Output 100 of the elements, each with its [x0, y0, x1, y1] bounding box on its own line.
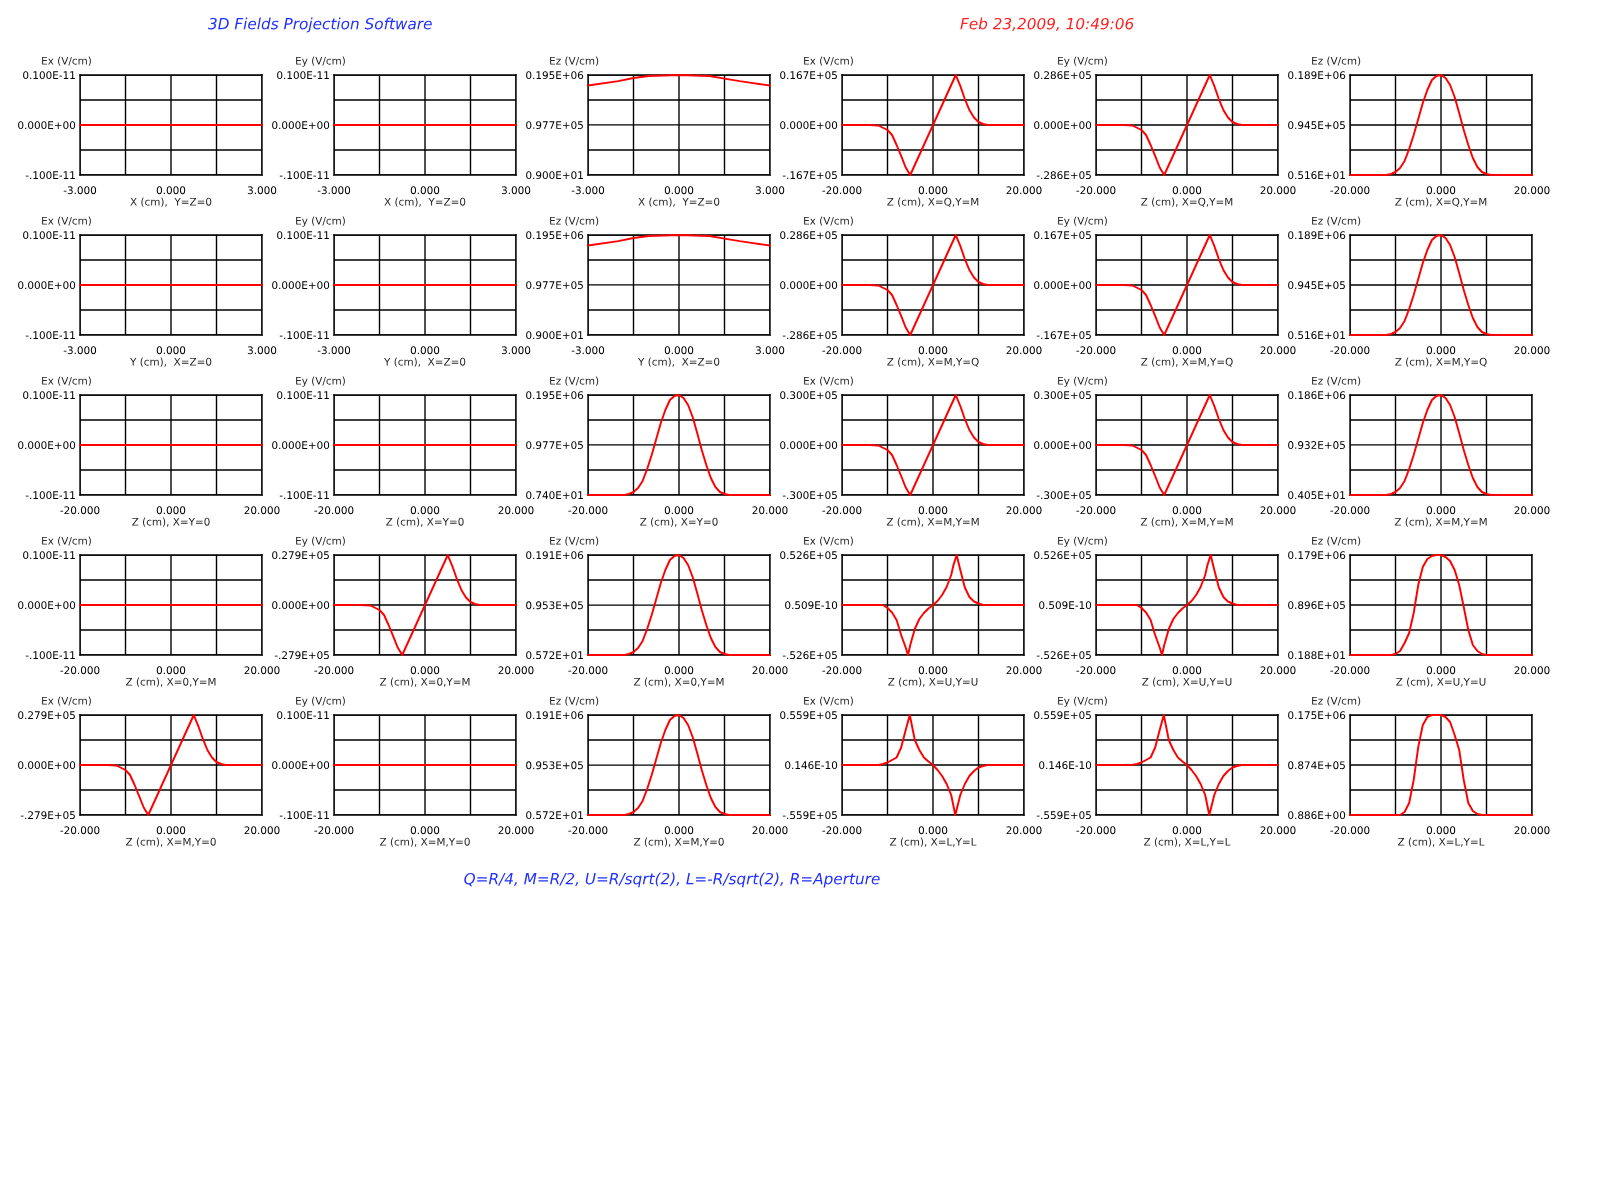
y-tick-label: -.100E-11 [25, 171, 75, 180]
x-tick-label: -20.000 [314, 506, 354, 515]
y-tick-label: 0.000E+00 [780, 441, 838, 450]
x-axis-title: Z (cm), X=0,Y=M [633, 677, 724, 687]
y-tick-label: 0.572E+01 [526, 811, 583, 820]
y-tick-label: 0.000E+00 [272, 281, 330, 290]
x-tick-label: 0.000 [1426, 666, 1456, 675]
x-tick-label: -3.000 [317, 346, 351, 355]
y-tick-label: 0.526E+05 [1034, 551, 1091, 560]
x-tick-label: 3.000 [247, 186, 277, 195]
y-axis-title: Ey (V/cm) [1058, 536, 1107, 547]
y-tick-label: 0.100E-11 [23, 231, 75, 240]
y-tick-label: -.300E+05 [1036, 491, 1091, 500]
x-tick-label: 0.000 [1426, 826, 1456, 835]
x-axis-title: Z (cm), X=L,Y=L [1398, 837, 1485, 847]
y-tick-label: 0.945E+05 [1288, 281, 1345, 290]
line-series [1095, 714, 1279, 816]
x-tick-label: -3.000 [63, 346, 97, 355]
text: 3D Fields Projection Software [208, 17, 432, 33]
y-tick-label: 0.189E+06 [1288, 231, 1346, 240]
x-tick-label: 0.000 [664, 666, 694, 675]
y-tick-label: -.100E-11 [279, 811, 329, 820]
x-axis-title: Z (cm), X=M,Y=0 [633, 837, 724, 847]
y-tick-label: 0.191E+06 [526, 711, 584, 720]
y-tick-label: -.526E+05 [782, 651, 837, 660]
y-axis-title: Ey (V/cm) [1058, 56, 1107, 67]
x-tick-label: -20.000 [1076, 186, 1116, 195]
y-tick-label: 0.977E+05 [526, 281, 583, 290]
y-tick-label: -.100E-11 [279, 491, 329, 500]
y-tick-label: 0.526E+05 [780, 551, 837, 560]
y-tick-label: 0.572E+01 [526, 651, 583, 660]
x-tick-label: 0.000 [918, 826, 948, 835]
x-tick-label: -20.000 [1076, 346, 1116, 355]
y-tick-label: 0.000E+00 [18, 281, 76, 290]
line-series [1349, 74, 1533, 176]
y-tick-label: 0.000E+00 [272, 761, 330, 770]
x-tick-label: 20.000 [1260, 346, 1296, 355]
line-series [841, 74, 1025, 176]
y-tick-label: 0.000E+00 [1034, 281, 1092, 290]
y-axis-title: Ex (V/cm) [804, 56, 853, 66]
y-tick-label: 0.000E+00 [1034, 441, 1092, 450]
x-tick-label: 3.000 [501, 346, 531, 355]
y-tick-label: -.167E+05 [1036, 331, 1091, 340]
y-tick-label: 0.516E+01 [1288, 331, 1345, 340]
y-tick-label: 0.900E+01 [526, 331, 583, 340]
y-tick-label: -.100E-11 [25, 651, 75, 660]
line-series [1095, 234, 1279, 336]
y-axis-title: Ex (V/cm) [804, 216, 853, 226]
y-axis-title: Ex (V/cm) [804, 536, 853, 546]
y-tick-label: 0.953E+05 [526, 761, 583, 770]
y-tick-label: -.559E+05 [1036, 811, 1091, 820]
y-tick-label: -.559E+05 [782, 811, 837, 820]
y-tick-label: 0.509E-10 [1039, 601, 1092, 610]
y-tick-label: 0.100E-11 [23, 391, 75, 400]
y-tick-label: 0.977E+05 [526, 441, 583, 449]
y-tick-label: 0.191E+06 [526, 551, 584, 560]
x-tick-label: -20.000 [314, 666, 354, 675]
x-tick-label: 0.000 [918, 346, 948, 355]
x-tick-label: 0.000 [664, 346, 694, 355]
x-tick-label: 3.000 [501, 186, 531, 195]
x-axis-title: Z (cm), X=U,Y=U [1142, 677, 1232, 687]
y-axis-title: Ey (V/cm) [1058, 376, 1107, 387]
y-tick-label: 0.932E+05 [1288, 441, 1345, 449]
x-axis-title: Z (cm), X=Q,Y=M [1141, 197, 1233, 207]
x-axis-title: Z (cm), X=Y=0 [640, 517, 718, 527]
x-tick-label: 0.000 [1172, 826, 1202, 835]
x-tick-label: 0.000 [1172, 346, 1202, 355]
y-tick-label: 0.000E+00 [18, 441, 76, 450]
y-axis-title: Ey (V/cm) [296, 376, 345, 387]
x-tick-label: 20.000 [752, 506, 788, 515]
y-axis-title: Ey (V/cm) [1058, 696, 1107, 707]
y-tick-label: 0.886E+00 [1288, 811, 1346, 820]
x-axis-title: X (cm), Y=Z=0 [384, 197, 466, 207]
y-tick-label: 0.000E+00 [1034, 121, 1092, 130]
x-tick-label: 20.000 [1260, 826, 1296, 835]
y-axis-title: Ez (V/cm) [1312, 536, 1361, 546]
y-tick-label: 0.189E+06 [1288, 71, 1346, 80]
text: Feb 23,2009, 10:49:06 [960, 17, 1134, 31]
x-tick-label: 20.000 [1260, 186, 1296, 195]
y-axis-title: Ex (V/cm) [804, 696, 853, 706]
x-tick-label: 0.000 [1426, 346, 1456, 355]
y-tick-label: 0.740E+01 [526, 491, 583, 500]
line-series [1349, 394, 1533, 496]
x-tick-label: -20.000 [1330, 346, 1370, 355]
x-axis-title: Z (cm), X=M,Y=0 [125, 837, 216, 847]
y-tick-label: 0.405E+01 [1288, 491, 1345, 500]
x-tick-label: 20.000 [1006, 506, 1042, 515]
y-tick-label: 0.195E+06 [526, 231, 584, 240]
y-tick-label: -.286E+05 [782, 331, 837, 340]
y-tick-label: 0.000E+00 [272, 121, 330, 130]
x-tick-label: 20.000 [1514, 826, 1550, 835]
x-tick-label: 3.000 [755, 346, 785, 355]
y-tick-label: 0.896E+05 [1288, 601, 1345, 610]
x-tick-label: 20.000 [752, 666, 788, 675]
x-tick-label: 0.000 [156, 346, 186, 355]
x-tick-label: 20.000 [752, 826, 788, 835]
x-axis-title: Z (cm), X=Y=0 [132, 517, 210, 527]
x-tick-label: -20.000 [822, 186, 862, 195]
y-axis-title: Ex (V/cm) [804, 376, 853, 386]
y-tick-label: 0.874E+05 [1288, 761, 1345, 770]
